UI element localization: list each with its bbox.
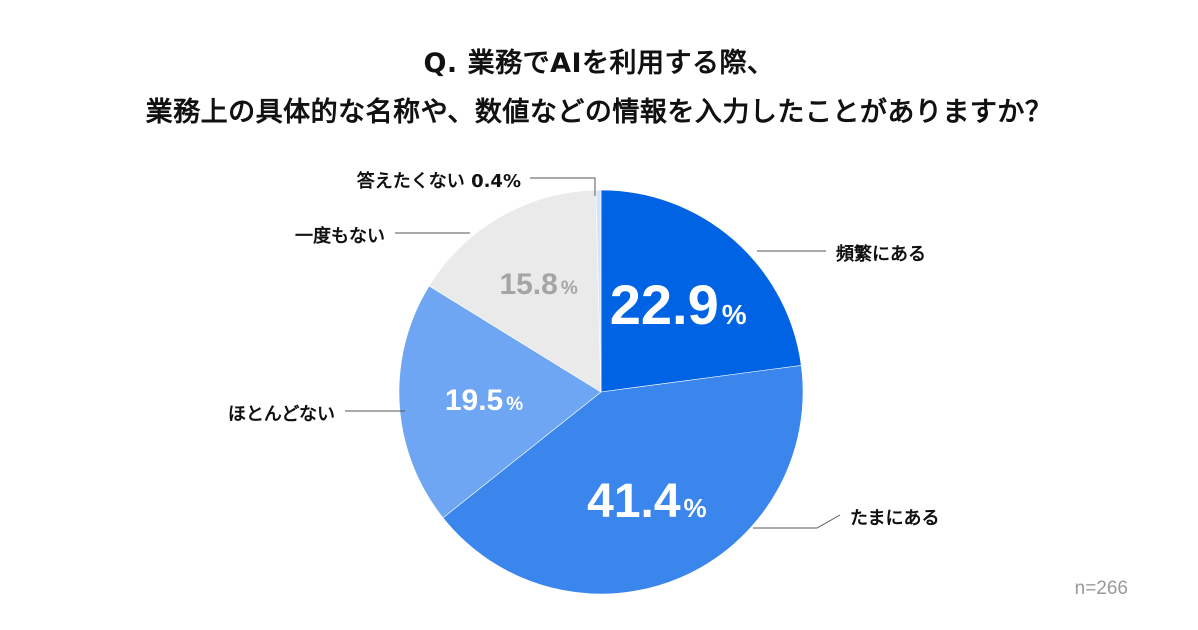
- slice-value-unit-1: %: [684, 493, 707, 523]
- category-label-4: 答えたくない 0.4%: [357, 170, 521, 192]
- callout-line-1: [753, 514, 841, 529]
- slice-value-number-1: 41.4: [587, 475, 681, 528]
- pie-slices: [398, 189, 804, 595]
- chart-title-line-2: 業務上の具体的な名称や、数値などの情報を入力したことがありますか？: [145, 97, 1053, 128]
- category-label-3: 一度もない: [295, 225, 385, 247]
- category-label-0: 頻繁にある: [836, 243, 926, 265]
- pie-slice-2: [398, 285, 602, 519]
- slice-value-labels: 22.9 %41.4 %19.5 %15.8%: [445, 268, 747, 528]
- category-label-2: ほとんどない: [228, 404, 335, 425]
- slice-value-unit-3: %: [561, 278, 578, 299]
- slice-value-number-3: 15.8: [499, 268, 557, 301]
- slice-value-unit-0: %: [722, 299, 747, 330]
- slice-value-number-0: 22.9: [610, 273, 719, 336]
- slice-value-number-2: 19.5: [445, 384, 503, 417]
- slice-value-label-1: 41.4%: [587, 475, 707, 528]
- pie-slice-1: [442, 365, 804, 595]
- slice-value-label-0: 22.9%: [610, 273, 747, 336]
- sample-size-note: n=266: [1074, 578, 1128, 599]
- callout-line-4: [530, 177, 596, 196]
- chart-title-line-1: Q. 業務でAIを利用する際、: [423, 48, 775, 79]
- category-label-1: たまにある: [850, 508, 939, 529]
- slice-value-unit-2: %: [506, 394, 523, 415]
- pie-slice-0: [600, 189, 802, 393]
- pie-slice-3: [428, 189, 602, 393]
- slice-value-label-2: 19.5%: [445, 384, 523, 417]
- slice-value-label-3: 15.8%: [499, 268, 577, 301]
- pie-slice-4: [595, 189, 602, 393]
